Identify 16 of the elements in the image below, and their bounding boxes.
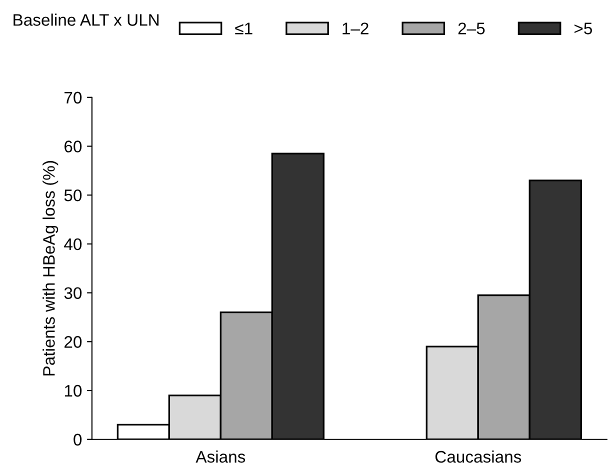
legend-title: Baseline ALT x ULN [14,14,159,26]
x-tick-label: Asians [196,450,246,463]
y-tick-label: 10 [64,384,82,397]
x-tick-label: Caucasians [435,450,522,463]
legend-label: >5 [574,22,592,34]
legend-label: 1–2 [342,22,368,34]
y-tick-label: 30 [64,287,82,300]
y-tick-label: 20 [64,336,82,348]
y-tick-label: 60 [64,140,82,152]
y-tick-label: 50 [64,189,82,202]
y-axis-title: Patients with HBeAg loss (%) [42,161,58,376]
y-tick-label: 40 [64,238,82,250]
y-tick-label: 70 [64,92,82,104]
y-tick-label: 0 [74,434,82,446]
legend-label: 2–5 [458,22,485,34]
legend-label: ≤1 [235,22,252,34]
